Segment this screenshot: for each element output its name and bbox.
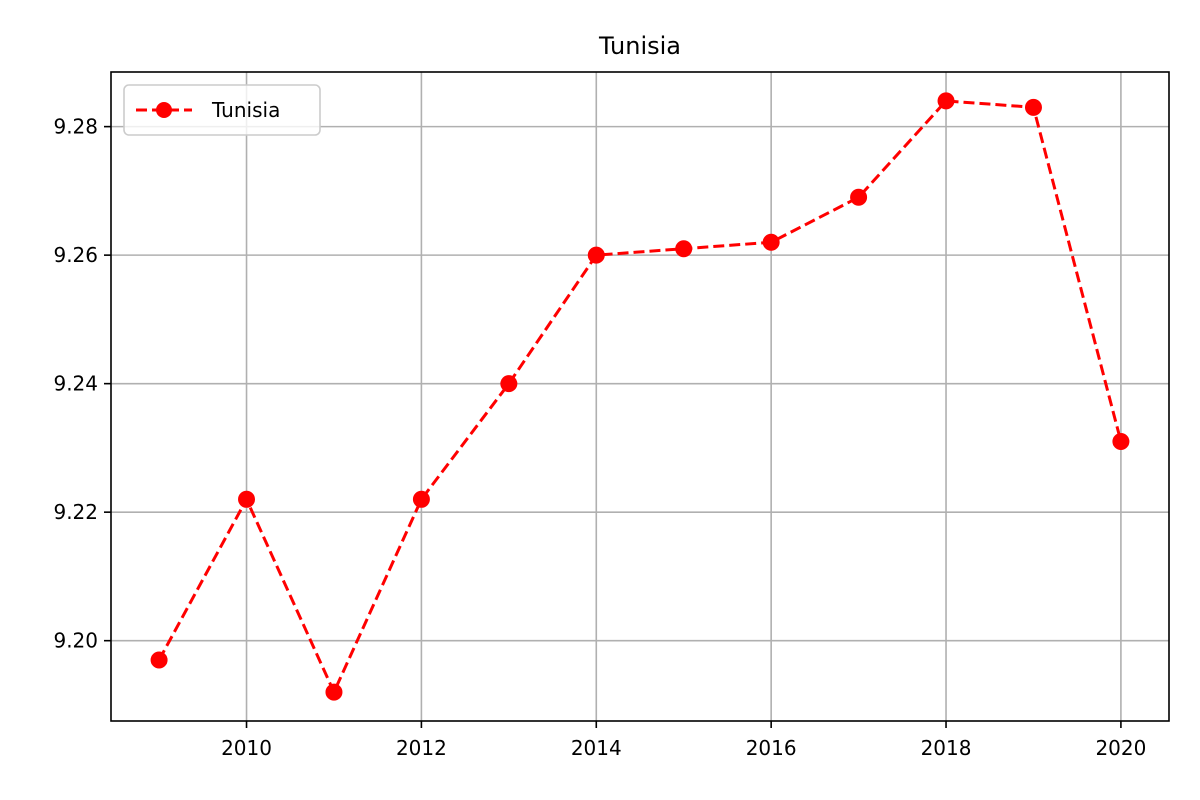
- data-point: [1112, 432, 1130, 450]
- data-point: [150, 651, 168, 669]
- legend-box: [123, 84, 321, 136]
- data-point: [325, 683, 343, 701]
- x-tick-label: 2014: [571, 736, 622, 760]
- legend: Tunisia: [123, 84, 321, 136]
- series-line: [157, 99, 1123, 694]
- chart-title: Tunisia: [598, 32, 681, 60]
- data-point: [937, 92, 955, 110]
- grid: [111, 72, 1169, 721]
- data-point: [238, 490, 256, 508]
- data-point: [500, 375, 518, 393]
- x-tick-label: 2016: [746, 736, 797, 760]
- x-tick-label: 2020: [1095, 736, 1146, 760]
- data-point: [675, 240, 693, 258]
- data-point: [412, 490, 430, 508]
- y-tick-label: 9.20: [53, 629, 98, 653]
- plot-frame: [110, 71, 1170, 722]
- data-point: [850, 188, 868, 206]
- x-tick-label: 2012: [396, 736, 447, 760]
- legend-marker: [156, 102, 172, 118]
- legend-label: Tunisia: [211, 98, 280, 122]
- data-point: [1024, 98, 1042, 116]
- x-tick-label: 2018: [921, 736, 972, 760]
- data-point: [587, 246, 605, 264]
- axes: 2010 2012 2014 2016 2018 2020 9.20 9.22 9.24 9.26…: [53, 71, 1170, 760]
- y-tick-label: 9.24: [53, 372, 98, 396]
- y-tick-label: 9.28: [53, 115, 98, 139]
- series-layer: [150, 92, 1130, 701]
- x-tick-label: 2010: [221, 736, 272, 760]
- y-tick-label: 9.26: [53, 243, 98, 267]
- data-point: [762, 233, 780, 251]
- y-tick-label: 9.22: [53, 500, 98, 524]
